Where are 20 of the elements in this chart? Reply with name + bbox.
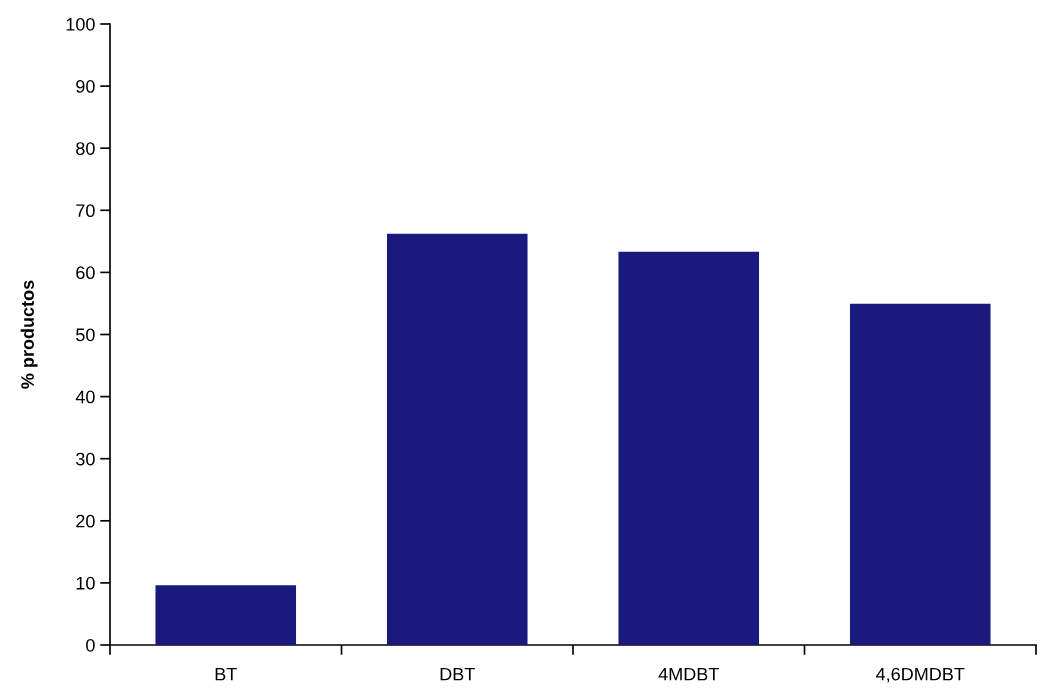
y-tick-label: 0 <box>86 638 95 652</box>
bar <box>618 251 760 645</box>
y-tick-label: 70 <box>76 204 95 218</box>
y-tick-label: 30 <box>76 452 95 466</box>
y-tick-label: 50 <box>76 328 95 342</box>
bar <box>849 303 991 645</box>
x-tick-label: DBT <box>440 667 475 681</box>
y-tick-label: 90 <box>76 80 95 93</box>
y-tick-label: 20 <box>76 514 95 528</box>
y-tick-label: 10 <box>76 576 95 590</box>
x-tick-label: 4,6DMDBT <box>876 667 965 683</box>
y-tick-label: 80 <box>76 142 95 155</box>
y-tick-label: 100 <box>66 17 95 31</box>
bar <box>386 233 528 645</box>
y-axis-title: % productos <box>20 280 38 389</box>
x-tick-label: 4MDBT <box>658 667 719 681</box>
bar <box>155 585 297 645</box>
y-tick-label: 60 <box>76 266 95 280</box>
y-tick-label: 40 <box>75 390 95 404</box>
x-tick-label: BT <box>215 667 237 681</box>
